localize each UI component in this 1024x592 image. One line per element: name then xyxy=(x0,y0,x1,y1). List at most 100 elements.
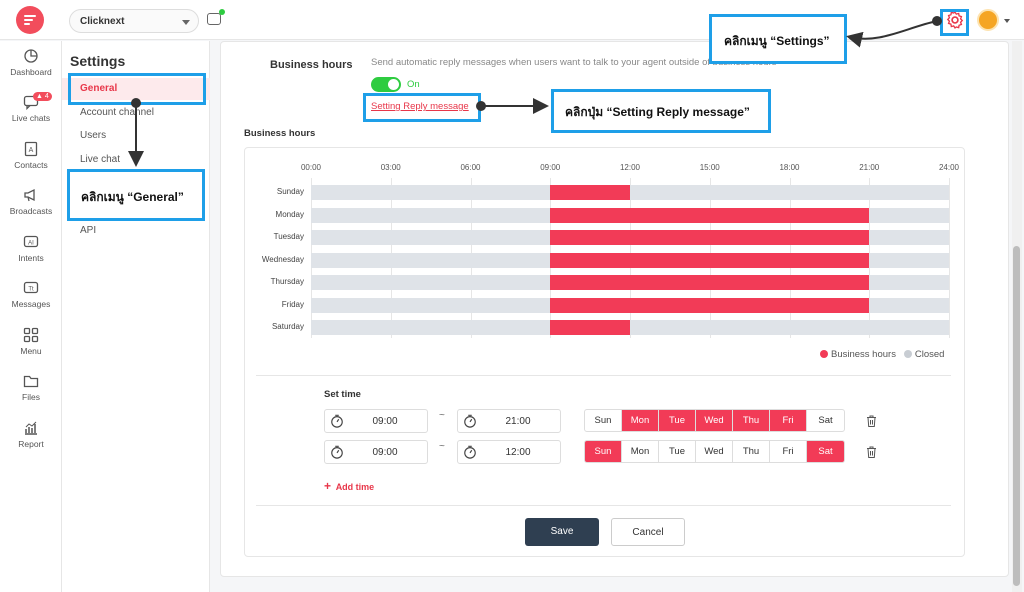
setting-reply-message-link[interactable]: Setting Reply message xyxy=(371,101,469,112)
cancel-button[interactable]: Cancel xyxy=(611,518,685,546)
divider xyxy=(256,505,951,506)
start-time-input[interactable]: 09:00 xyxy=(324,409,428,433)
time-separator: ~ xyxy=(439,441,445,452)
day-toggle-sun[interactable]: Sun xyxy=(585,410,622,431)
day-toggle-sun[interactable]: Sun xyxy=(585,441,622,462)
general-callout: คลิกเมนู “General” xyxy=(67,169,205,221)
svg-text:AI: AI xyxy=(28,241,34,247)
save-button[interactable]: Save xyxy=(525,518,599,546)
trash-icon[interactable] xyxy=(866,415,877,427)
day-toggle-thu[interactable]: Thu xyxy=(733,441,770,462)
nav-item-messages[interactable]: Tt Messages xyxy=(0,280,62,326)
settings-title: Settings xyxy=(70,53,126,69)
hour-label: 03:00 xyxy=(380,163,401,172)
day-toggle-fri[interactable]: Fri xyxy=(770,410,807,431)
day-label: Thursday xyxy=(270,277,304,286)
day-label: Friday xyxy=(281,299,304,309)
day-label: Tuesday xyxy=(273,232,304,241)
business-hours-section-title: Business hours xyxy=(244,128,316,139)
stopwatch-icon xyxy=(464,445,476,459)
icon-nav: Dashboard ▲ 4 Live chats A Contacts Broa… xyxy=(0,41,62,592)
day-label: Saturday xyxy=(271,322,304,331)
business-hours-bar xyxy=(550,185,630,200)
menu-item-api[interactable]: API xyxy=(80,225,97,236)
menu-item-general[interactable]: General xyxy=(62,78,210,100)
time-separator: ~ xyxy=(439,410,445,421)
hour-gridline xyxy=(949,178,950,338)
gear-icon[interactable] xyxy=(945,10,965,30)
chart-legend: Business hours Closed xyxy=(820,349,944,360)
business-hours-bar xyxy=(550,230,870,245)
stopwatch-icon xyxy=(331,414,343,428)
business-hours-label: Business hours xyxy=(270,59,353,71)
day-toggle-sat[interactable]: Sat xyxy=(818,415,833,426)
live-chats-icon xyxy=(23,95,39,110)
add-time-button[interactable]: + Add time xyxy=(324,479,375,493)
nav-item-live-chats[interactable]: ▲ 4 Live chats xyxy=(11,92,52,123)
day-toggle-sat[interactable]: Sat xyxy=(807,441,844,462)
stopwatch-icon xyxy=(331,445,343,459)
day-toggle-tue[interactable]: Tue xyxy=(659,441,696,462)
app-logo[interactable] xyxy=(16,6,44,34)
reply-callout: คลิกปุ่ม “Setting Reply message” xyxy=(551,89,771,133)
business-hours-toggle[interactable] xyxy=(371,77,401,92)
menu-item-users[interactable]: Users xyxy=(80,130,107,141)
day-picker: Sun Mon Tue Wed Thu Fri Sat xyxy=(584,409,845,432)
closed-track xyxy=(311,185,949,200)
business-hours-description: Send automatic reply messages when users… xyxy=(371,57,777,68)
start-time-input[interactable]: 09:00 xyxy=(324,440,428,464)
end-time-input[interactable]: 12:00 xyxy=(457,440,561,464)
workspace-select[interactable]: Clicknext xyxy=(69,9,199,33)
business-hours-bar xyxy=(550,207,870,223)
plus-icon: + xyxy=(324,479,332,493)
chevron-down-icon[interactable] xyxy=(1004,19,1010,23)
day-toggle-wed[interactable]: Wed xyxy=(696,441,733,462)
day-toggle-mon[interactable]: Mon xyxy=(622,410,659,431)
day-toggle-thu[interactable]: Thu xyxy=(733,410,770,431)
nav-item-intents[interactable]: AI Intents xyxy=(0,234,62,280)
nav-item-report[interactable]: Report xyxy=(0,420,62,466)
day-label: Wednesday xyxy=(261,254,304,264)
end-time-input[interactable]: 21:00 xyxy=(457,409,561,433)
menu-item-live-chat[interactable]: Live chat xyxy=(80,154,121,165)
day-toggle-fri[interactable]: Fri xyxy=(770,441,807,462)
nav-item-dashboard[interactable]: Dashboard xyxy=(0,48,62,94)
day-label: Sunday xyxy=(276,187,304,196)
nav-item-broadcasts[interactable]: Broadcasts xyxy=(0,187,62,233)
hour-label: 12:00 xyxy=(619,163,641,172)
svg-text:Tt: Tt xyxy=(28,287,34,293)
hour-label: 21:00 xyxy=(859,163,880,172)
files-icon xyxy=(23,375,39,388)
report-icon xyxy=(25,421,37,435)
hour-label: 24:00 xyxy=(938,163,960,172)
chat-status-icon[interactable] xyxy=(207,9,225,25)
messages-icon: Tt xyxy=(23,281,39,294)
scrollbar-thumb[interactable] xyxy=(1013,246,1020,586)
broadcasts-icon xyxy=(24,188,35,202)
nav-item-contacts[interactable]: A Contacts xyxy=(0,141,62,187)
set-time-title: Set time xyxy=(324,389,361,400)
nav-item-menu[interactable]: Menu xyxy=(0,327,62,373)
intents-icon: AI xyxy=(23,235,39,248)
avatar[interactable] xyxy=(977,9,999,31)
day-toggle-mon[interactable]: Mon xyxy=(622,441,659,462)
legend-closed-dot xyxy=(903,350,912,358)
legend-open-label: Business hours xyxy=(831,349,896,360)
closed-track xyxy=(311,320,949,335)
business-hours-panel xyxy=(244,147,965,557)
menu-item-account-channel[interactable]: Account channel xyxy=(80,107,154,118)
hour-label: 18:00 xyxy=(779,163,800,172)
dashboard-icon xyxy=(24,49,38,63)
divider xyxy=(256,375,951,376)
day-toggle-wed[interactable]: Wed xyxy=(696,410,733,431)
hour-label: 09:00 xyxy=(540,163,561,172)
legend-open-dot xyxy=(820,350,828,358)
day-toggle-tue[interactable]: Tue xyxy=(659,410,696,431)
toggle-label: On xyxy=(407,79,420,90)
business-hours-bar xyxy=(550,275,870,290)
day-label: Monday xyxy=(275,209,304,219)
nav-item-files[interactable]: Files xyxy=(0,373,62,419)
trash-icon[interactable] xyxy=(866,446,877,458)
hour-label: 06:00 xyxy=(460,163,481,172)
